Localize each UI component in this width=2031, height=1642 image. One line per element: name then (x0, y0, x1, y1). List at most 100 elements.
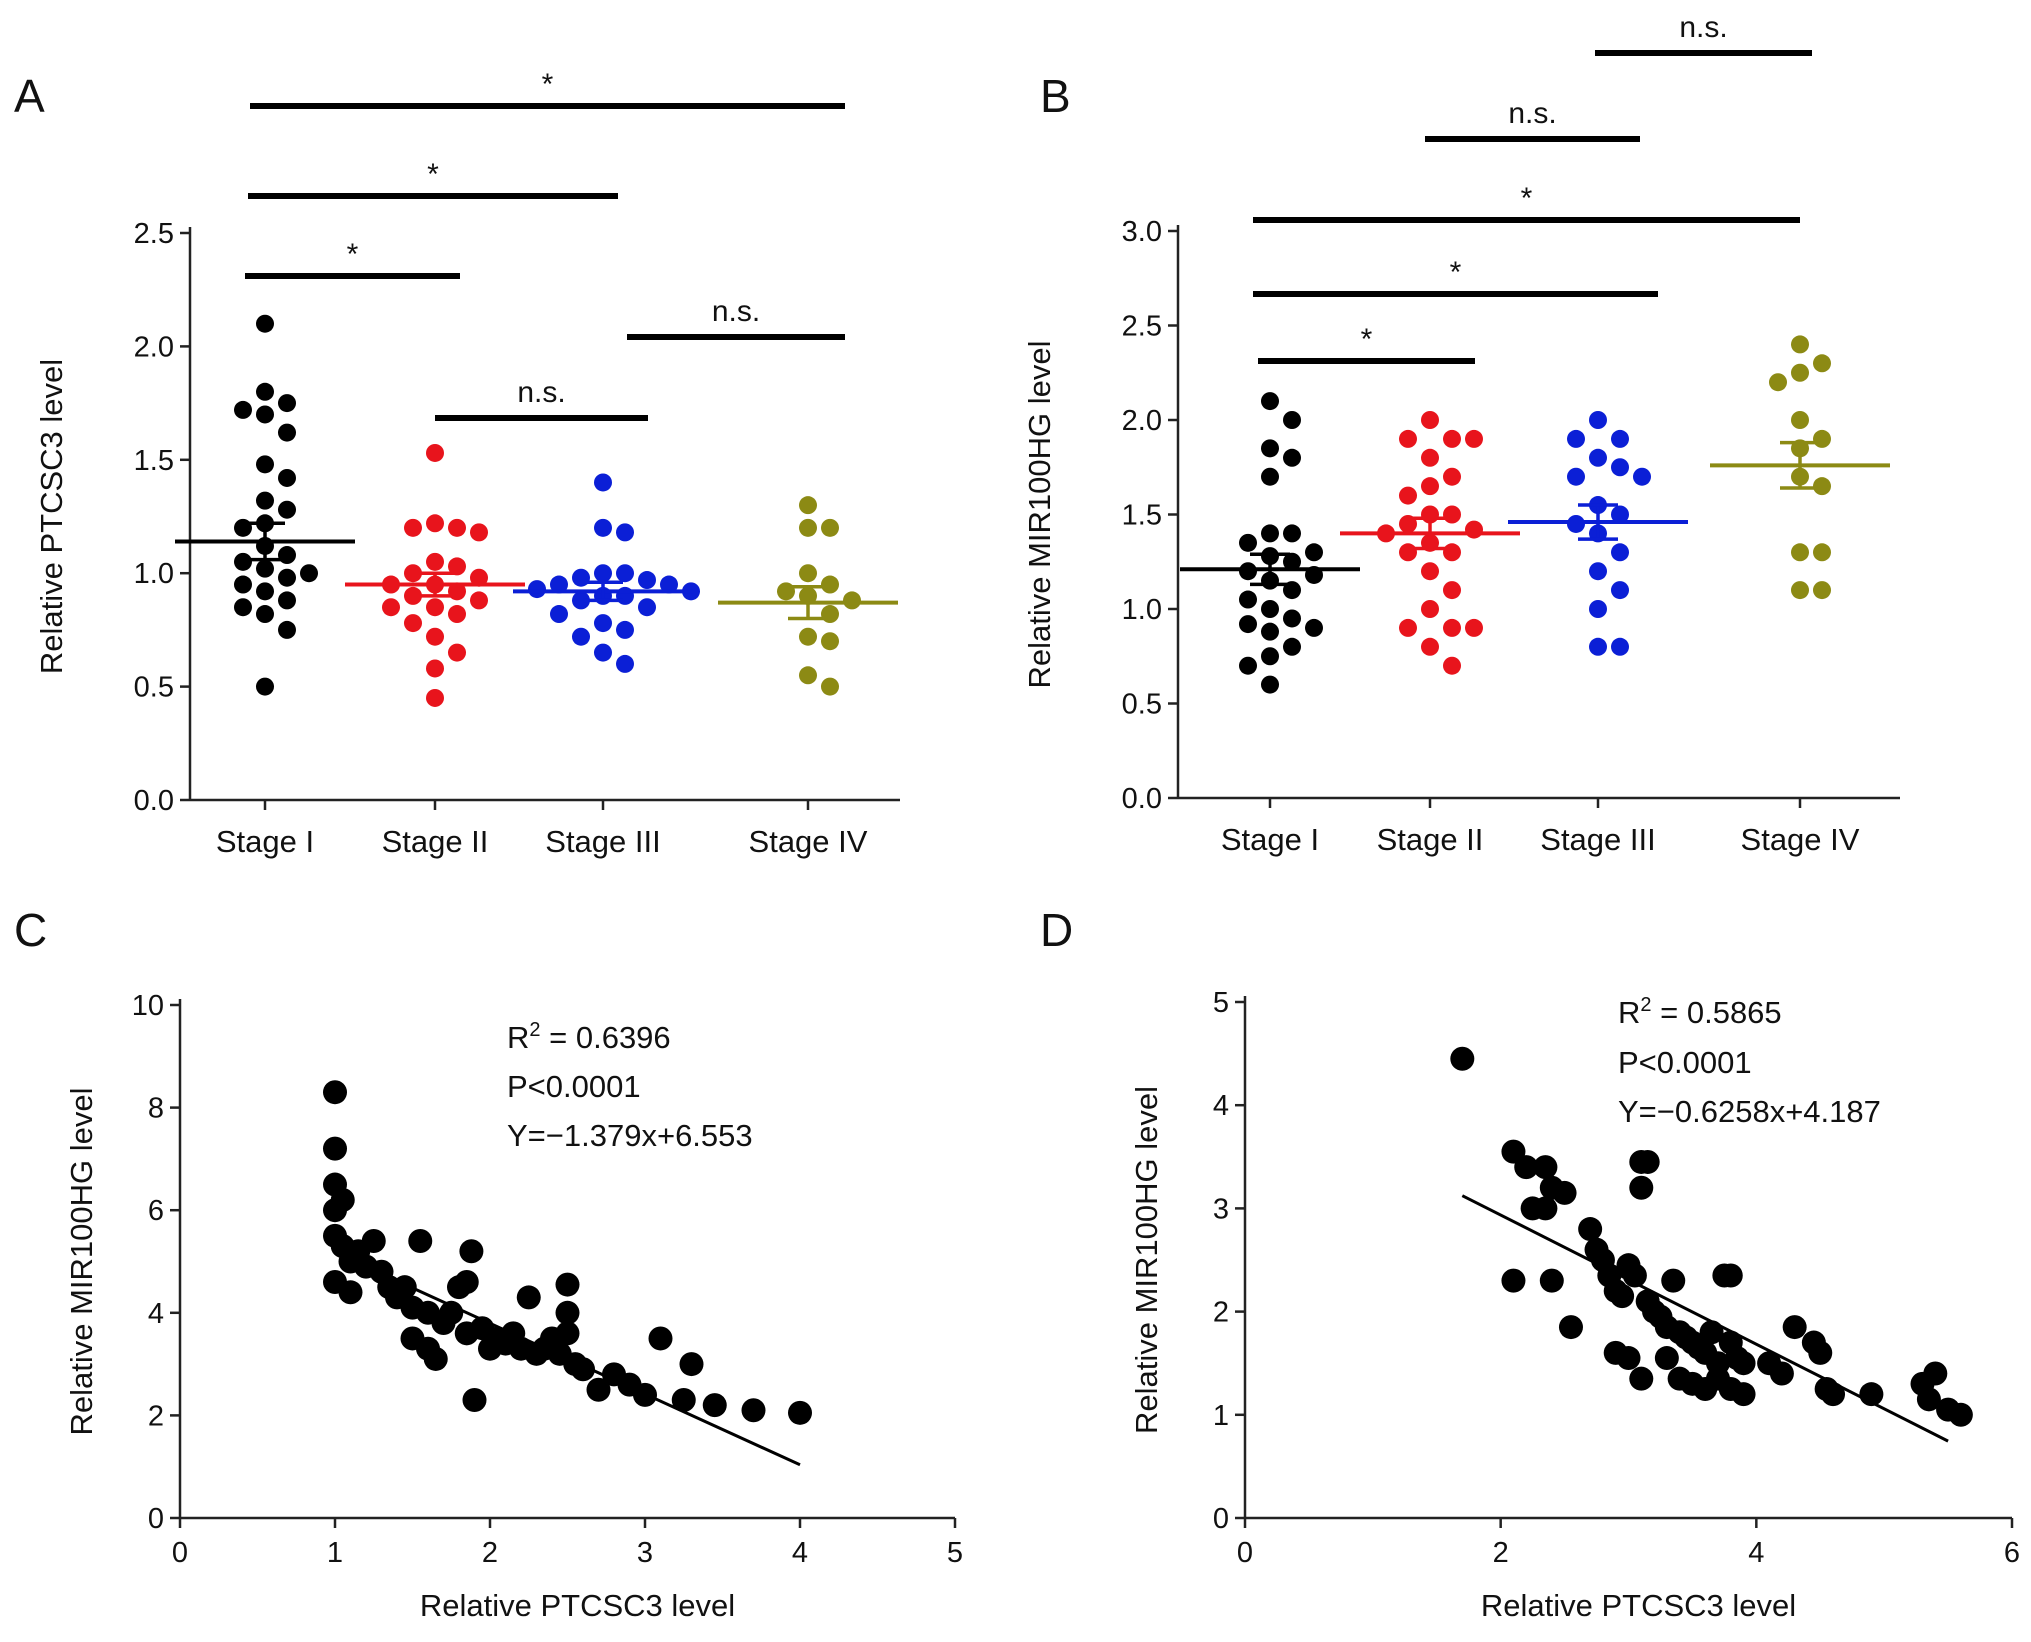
data-point-stage-ii (404, 614, 422, 633)
data-point-stage-iii (1611, 505, 1629, 524)
data-point-stage-ii (1443, 467, 1461, 486)
data-point (338, 1280, 363, 1305)
data-point-stage-ii (1443, 505, 1461, 524)
data-point (1661, 1268, 1686, 1293)
y-tick-label: 2 (148, 1400, 164, 1432)
data-point-stage-iii (638, 598, 656, 617)
x-tick-label: 1 (327, 1537, 343, 1569)
data-point-stage-iv (1813, 581, 1831, 600)
y-tick-label: 1.0 (1122, 594, 1162, 626)
data-point-stage-i (1283, 411, 1301, 429)
data-point-stage-i (1239, 656, 1257, 675)
data-point-stage-ii (470, 591, 488, 610)
significance-ns-label: n.s. (517, 376, 565, 409)
data-point-stage-iii (550, 575, 568, 594)
significance-star: * (542, 68, 554, 101)
data-point (1629, 1175, 1654, 1200)
data-point-stage-i (1305, 618, 1323, 637)
data-point-stage-i (234, 552, 252, 571)
y-tick-label: 3.0 (1122, 216, 1162, 248)
data-point-stage-iii (616, 523, 634, 542)
y-tick-label: 0 (1213, 1503, 1229, 1535)
significance-ns-label: n.s. (712, 295, 760, 328)
data-point (1558, 1315, 1583, 1340)
data-point-stage-ii (426, 688, 444, 707)
data-point (462, 1388, 487, 1413)
data-point (1808, 1340, 1833, 1365)
data-point-stage-iv (1791, 543, 1809, 562)
data-point (423, 1346, 448, 1371)
y-tick-label: 2.5 (134, 218, 174, 250)
data-point-stage-iv (1769, 373, 1787, 392)
y-tick-label: 4 (1213, 1090, 1229, 1122)
data-point-stage-i (278, 423, 296, 442)
x-tick-label: 4 (792, 1537, 808, 1569)
data-point-stage-i (1261, 524, 1279, 543)
data-point-stage-iv (799, 496, 817, 515)
significance-star: * (347, 238, 359, 271)
r-squared-label: R2 = 0.6396 (507, 1019, 671, 1055)
data-point-stage-ii (1421, 600, 1439, 618)
data-point-stage-iv (821, 632, 839, 651)
x-tick-label: 5 (947, 1537, 963, 1569)
y-tick-label: 3 (1213, 1193, 1229, 1225)
data-point-stage-i (278, 468, 296, 487)
data-point-stage-iv (1791, 363, 1809, 382)
data-point-stage-ii (1421, 477, 1439, 496)
y-tick-label: 2.5 (1122, 311, 1162, 343)
y-tick-label: 4 (148, 1298, 164, 1330)
data-point (702, 1393, 727, 1418)
data-point-stage-i (278, 394, 296, 413)
data-point-stage-i (1283, 637, 1301, 656)
data-point-stage-i (1261, 439, 1279, 458)
data-point-stage-i (278, 568, 296, 587)
data-point-stage-ii (1399, 429, 1417, 448)
data-point-stage-ii (1443, 543, 1461, 562)
data-point-stage-iv (821, 575, 839, 594)
data-point-stage-i (256, 314, 274, 333)
data-point-stage-ii (1443, 618, 1461, 637)
data-point-stage-iii (660, 575, 678, 594)
significance-star: * (1521, 182, 1533, 215)
data-point-stage-i (234, 400, 252, 419)
y-tick-label: 0.5 (134, 672, 174, 704)
data-point (679, 1352, 704, 1377)
y-tick-label: 5 (1213, 987, 1229, 1019)
x-category-label-stage-i: Stage I (216, 824, 314, 859)
data-point (1718, 1263, 1743, 1288)
panel-letter-d: D (1040, 904, 1073, 956)
y-axis-title: Relative PTCSC3 level (34, 359, 69, 674)
x-tick-label: 3 (637, 1537, 653, 1569)
data-point (788, 1400, 812, 1425)
data-point-stage-i (256, 559, 274, 578)
y-axis-title: Relative MIR100HG level (1129, 1086, 1164, 1434)
data-point-stage-iii (1611, 543, 1629, 562)
y-axis-title: Relative MIR100HG level (1022, 340, 1057, 688)
data-point-stage-iv (799, 518, 817, 537)
data-point (323, 1080, 347, 1105)
data-point (1731, 1351, 1756, 1376)
data-point-stage-ii (1465, 429, 1483, 448)
data-point-stage-iii (1633, 467, 1651, 486)
data-point-stage-iv (821, 677, 839, 696)
data-point-stage-iii (616, 654, 634, 673)
data-point-stage-ii (1399, 486, 1417, 505)
data-point (1948, 1402, 1973, 1427)
data-point (671, 1388, 696, 1413)
data-point (1610, 1284, 1635, 1309)
x-axis-title: Relative PTCSC3 level (1481, 1588, 1796, 1623)
panel-d-scatter: 0 1 2 3 4 5 0 2 4 6 Relative MIR100HG level Relativ… (1129, 987, 2020, 1623)
data-point-stage-iv (1813, 354, 1831, 373)
data-point (555, 1300, 580, 1325)
y-tick-label: 2.0 (1122, 405, 1162, 437)
panel-a-dot-plot: 0.0 0.5 1.0 1.5 2.0 2.5 Relative PTCSC3 level S… (34, 68, 900, 859)
data-point (1782, 1315, 1807, 1340)
x-axis-title: Relative PTCSC3 level (420, 1588, 735, 1623)
data-point-stage-i (234, 575, 252, 594)
panel-c-scatter: 0 2 4 6 8 10 0 1 2 3 4 5 Relative MIR100HG level Rela… (64, 990, 963, 1623)
regression-equation-label: Y=−1.379x+6.553 (507, 1118, 753, 1153)
data-point (1654, 1346, 1679, 1371)
y-tick-label: 1.5 (134, 445, 174, 477)
data-point (408, 1228, 433, 1253)
